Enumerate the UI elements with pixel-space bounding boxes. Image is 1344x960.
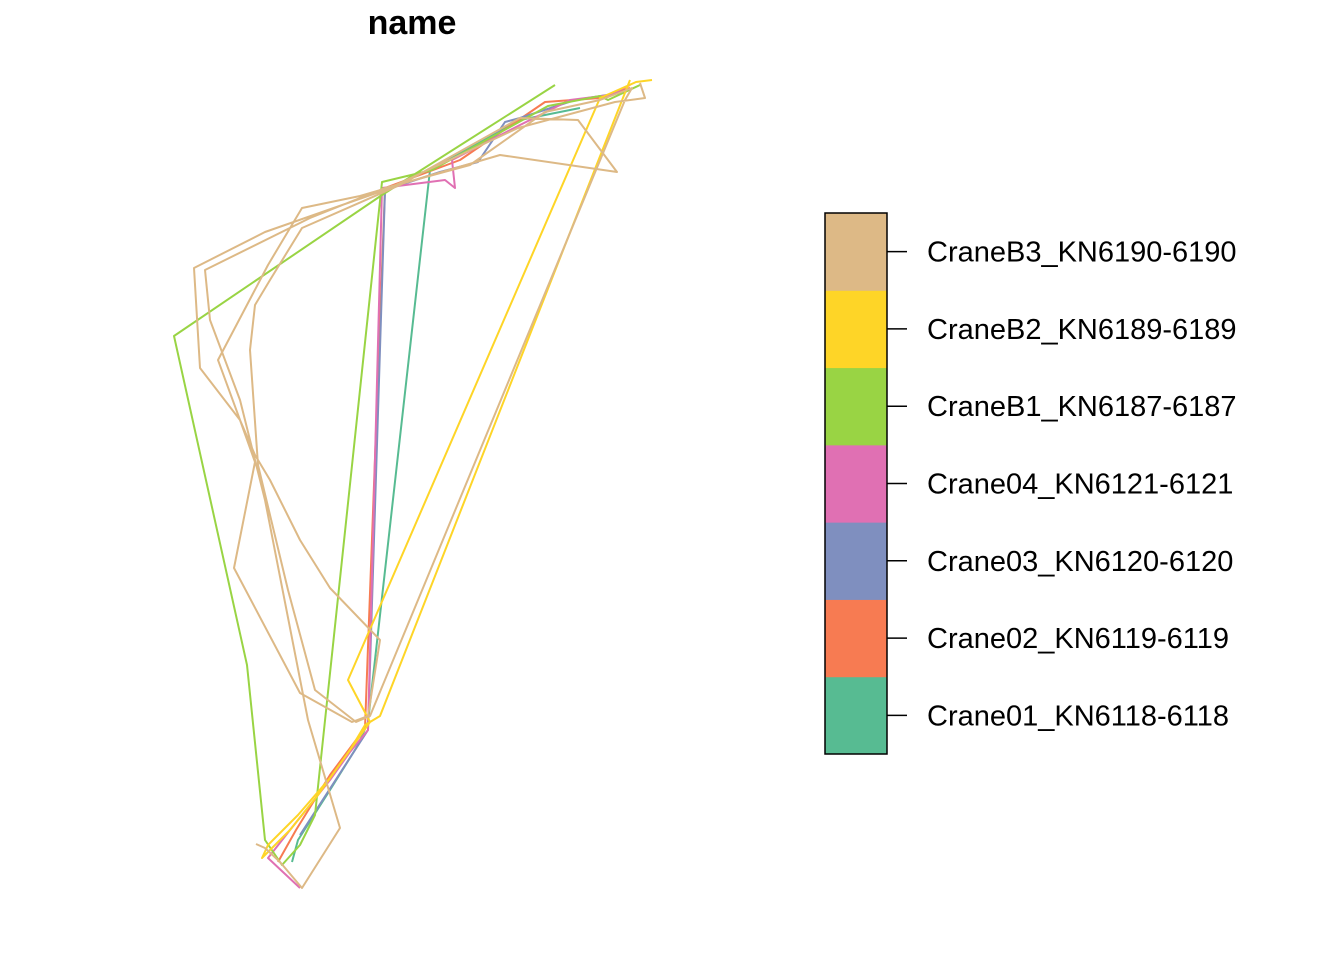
legend-swatch-2 [825, 599, 887, 678]
legend-swatch-3 [825, 522, 887, 600]
legend-swatch-4 [825, 444, 887, 523]
chart-title: name [367, 4, 457, 42]
legend-label-4: Crane04_KN6121-6121 [927, 469, 1233, 501]
legend-label-7: CraneB3_KN6190-6190 [927, 237, 1237, 269]
series-line-5 [173, 84, 641, 866]
legend-label-2: Crane02_KN6119-6119 [927, 623, 1229, 655]
legend-label-6: CraneB2_KN6189-6189 [927, 314, 1237, 346]
legend-label-5: CraneB1_KN6187-6187 [927, 391, 1237, 423]
legend-swatch-7 [825, 213, 887, 291]
legend-label-3: Crane03_KN6120-6120 [927, 546, 1233, 578]
legend-border [824, 212, 888, 755]
legend-label-1: Crane01_KN6118-6118 [927, 700, 1229, 732]
legend-swatch-5 [825, 367, 887, 446]
legend-swatch-6 [825, 290, 887, 369]
series-line-6 [261, 79, 653, 859]
legend-swatch-1 [825, 676, 887, 755]
series-line-7 [193, 82, 646, 889]
